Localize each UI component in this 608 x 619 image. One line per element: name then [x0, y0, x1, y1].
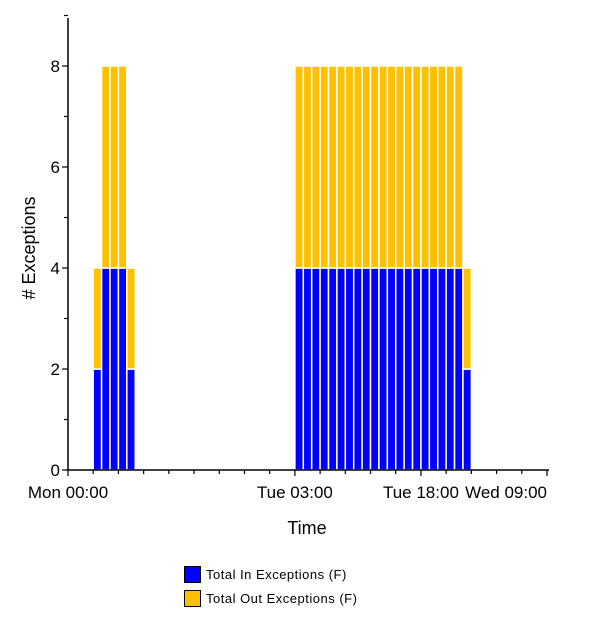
y-tick-label-0: 0	[51, 461, 60, 480]
bar-out-2	[109, 65, 120, 269]
bar-in-15	[378, 267, 389, 471]
bar-out-1	[100, 65, 111, 269]
bar-out-8	[319, 65, 330, 269]
bar-in-22	[437, 267, 447, 471]
bar-in-6	[302, 267, 313, 471]
bar-out-20	[420, 65, 431, 269]
bar-out-0	[92, 267, 103, 370]
legend-label-in: Total In Exceptions (F)	[206, 566, 347, 582]
bar-out-6	[302, 65, 313, 269]
legend-swatch-out	[184, 589, 201, 607]
bar-out-24	[453, 65, 464, 269]
bar-in-10	[336, 267, 347, 471]
bar-out-5	[294, 65, 305, 269]
x-tick-label-1: Tue 03:00	[257, 483, 333, 502]
chart: 0 2 4 6 8 Mon 00:00 Tue 03:00 Tue 18:00 Wed 09:0…	[19, 14, 549, 538]
bar-out-10	[336, 65, 347, 269]
y-tick-label-4: 4	[51, 259, 60, 278]
bar-in-16	[386, 267, 397, 471]
bar-out-25	[462, 267, 473, 370]
y-axis-title: # Exceptions	[19, 196, 39, 299]
legend-swatch-in	[184, 565, 201, 583]
bar-out-17	[394, 65, 405, 269]
bar-in-21	[428, 267, 439, 471]
bar-in-9	[327, 267, 338, 471]
bar-in-2	[109, 267, 120, 471]
bar-in-1	[100, 267, 111, 471]
bar-in-24	[453, 267, 464, 471]
bar-in-7	[310, 267, 321, 471]
bar-in-13	[361, 267, 372, 471]
bar-out-21	[428, 65, 439, 269]
bar-out-12	[352, 65, 363, 269]
bar-out-18	[403, 65, 414, 269]
bar-out-19	[411, 65, 422, 269]
bar-in-25	[462, 368, 473, 471]
axes-layer: 0 2 4 6 8 Mon 00:00 Tue 03:00 Tue 18:00 Wed 09:0…	[28, 14, 549, 502]
bar-in-0	[92, 368, 103, 471]
bar-in-18	[403, 267, 414, 471]
x-tick-label-2: Tue 18:00	[383, 483, 459, 502]
bar-out-7	[310, 65, 321, 269]
bar-in-8	[319, 267, 330, 471]
bar-out-9	[327, 65, 338, 269]
bar-out-22	[437, 65, 447, 269]
x-axis-title: Time	[287, 518, 326, 538]
bar-in-12	[352, 267, 363, 471]
bar-in-4	[126, 368, 136, 471]
y-tick-label-6: 6	[51, 158, 60, 177]
bars-layer	[92, 65, 473, 471]
bar-out-3	[117, 65, 128, 269]
bar-in-20	[420, 267, 431, 471]
y-tick-label-8: 8	[51, 57, 60, 76]
legend: Total In Exceptions (F) Total Out Except…	[184, 562, 357, 610]
x-tick-label-3: Wed 09:00	[465, 483, 547, 502]
bar-out-4	[126, 267, 136, 370]
bar-out-15	[378, 65, 389, 269]
bar-out-14	[369, 65, 380, 269]
bar-in-3	[117, 267, 128, 471]
bar-in-17	[394, 267, 405, 471]
x-tick-label-0: Mon 00:00	[28, 483, 108, 502]
y-tick-label-2: 2	[51, 360, 60, 379]
bar-out-11	[344, 65, 355, 269]
bar-in-19	[411, 267, 422, 471]
bar-out-16	[386, 65, 397, 269]
bar-out-13	[361, 65, 372, 269]
legend-item-in: Total In Exceptions (F)	[184, 562, 357, 586]
legend-label-out: Total Out Exceptions (F)	[206, 590, 358, 606]
bar-out-23	[445, 65, 456, 269]
legend-item-out: Total Out Exceptions (F)	[184, 586, 357, 610]
bar-in-11	[344, 267, 355, 471]
bar-in-5	[294, 267, 305, 471]
bar-in-23	[445, 267, 456, 471]
bar-in-14	[369, 267, 380, 471]
